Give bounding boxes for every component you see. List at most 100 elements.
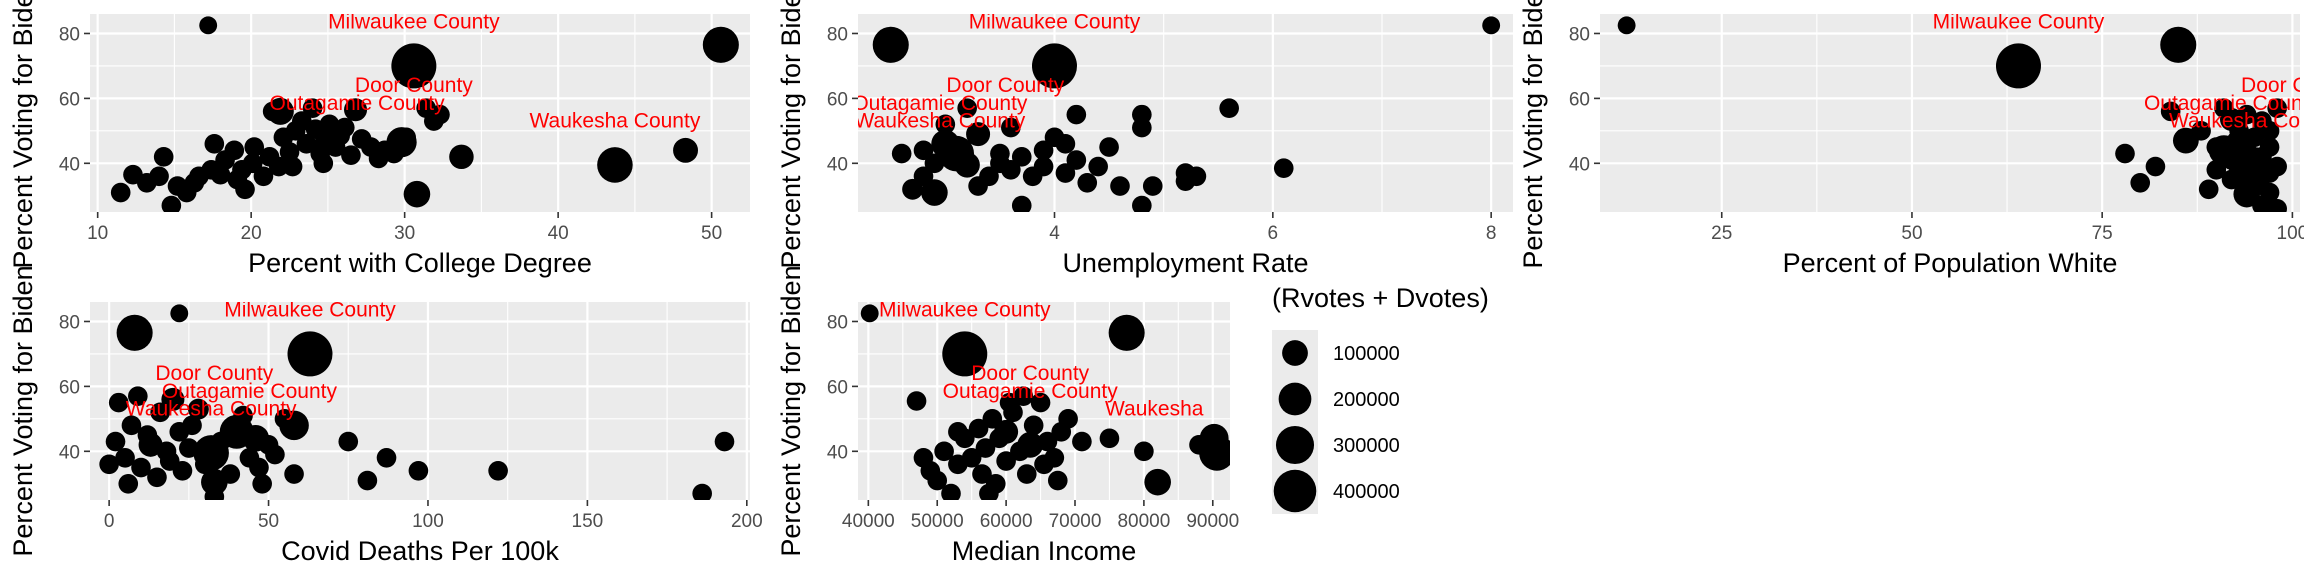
y-axis-title: Percent Voting for Biden bbox=[8, 0, 38, 269]
county-point bbox=[1047, 470, 1068, 491]
county-point bbox=[210, 431, 231, 452]
county-point bbox=[924, 153, 945, 174]
county-point bbox=[913, 140, 934, 161]
y-axis-title: Percent Voting for Biden bbox=[8, 265, 38, 556]
county-point bbox=[1033, 156, 1054, 177]
y-axis-title: Percent Voting for Biden bbox=[1518, 0, 1548, 269]
legend-label: 100000 bbox=[1333, 343, 1400, 365]
county-point bbox=[1132, 104, 1152, 125]
county-point bbox=[334, 117, 355, 138]
county-label: Outagamie County bbox=[162, 380, 338, 403]
county-point bbox=[2206, 137, 2227, 157]
y-tick-label: 40 bbox=[1569, 154, 1590, 175]
county-label: Outagamie County bbox=[270, 92, 446, 115]
county-point bbox=[1617, 16, 1636, 35]
county-label: Door County bbox=[971, 362, 1089, 385]
county-point bbox=[1033, 140, 1054, 161]
x-tick-label: 40000 bbox=[842, 511, 895, 532]
x-axis-title: Median Income bbox=[952, 536, 1137, 566]
county-point bbox=[403, 180, 431, 208]
county-point bbox=[2115, 143, 2135, 164]
county-label: Waukesha County bbox=[126, 398, 297, 421]
x-tick-label: 50 bbox=[1901, 223, 1922, 244]
county-label: Door County bbox=[355, 74, 473, 97]
county-point bbox=[2259, 137, 2280, 157]
x-axis-title: Covid Deaths Per 100k bbox=[281, 536, 559, 566]
county-point bbox=[287, 331, 333, 377]
county-point bbox=[673, 137, 698, 163]
county-point bbox=[179, 438, 199, 458]
county-point bbox=[249, 457, 269, 478]
county-point bbox=[1099, 428, 1120, 449]
county-point bbox=[1132, 195, 1152, 212]
county-point bbox=[224, 140, 245, 161]
county-point bbox=[244, 137, 265, 157]
county-point bbox=[913, 166, 934, 187]
county-point bbox=[2130, 172, 2151, 193]
county-point bbox=[2267, 198, 2287, 212]
county-point bbox=[449, 144, 474, 170]
county-point bbox=[116, 314, 153, 351]
panel-3: 25 50 75 100 40 60 80 Milwaukee County Door Coun… bbox=[1518, 0, 2304, 278]
county-point bbox=[194, 454, 215, 475]
county-point bbox=[990, 143, 1010, 164]
county-point bbox=[430, 104, 450, 125]
x-tick-label: 90000 bbox=[1186, 511, 1239, 532]
county-point bbox=[927, 470, 948, 491]
county-label: Outagamie County bbox=[852, 92, 1028, 115]
county-point bbox=[1023, 415, 1044, 436]
x-tick-label: 75 bbox=[2092, 223, 2113, 244]
county-label: Milwaukee County bbox=[879, 299, 1051, 322]
county-point bbox=[714, 431, 735, 452]
legend-point bbox=[1282, 340, 1308, 366]
county-point bbox=[692, 483, 712, 500]
county-label: Door County bbox=[2241, 74, 2304, 97]
county-point bbox=[1010, 441, 1030, 462]
county-point bbox=[115, 447, 135, 468]
county-point bbox=[233, 405, 253, 426]
x-tick-label: 0 bbox=[104, 511, 115, 532]
legend-title: (Rvotes + Dvotes) bbox=[1272, 283, 1489, 313]
county-point bbox=[282, 156, 303, 177]
y-tick-label: 80 bbox=[827, 312, 848, 333]
county-point bbox=[253, 166, 274, 187]
x-tick-label: 80000 bbox=[1117, 511, 1170, 532]
county-point bbox=[982, 409, 1003, 429]
y-tick-label: 40 bbox=[59, 154, 80, 175]
county-point bbox=[199, 16, 218, 35]
y-tick-label: 80 bbox=[1569, 24, 1590, 45]
panel-4: 0 50 100 150 200 40 60 80 Milwaukee County Door C… bbox=[8, 265, 763, 566]
county-label: Outagamie County bbox=[2144, 92, 2304, 115]
county-point bbox=[2244, 127, 2265, 148]
county-point bbox=[268, 156, 289, 177]
county-point bbox=[242, 153, 263, 174]
x-tick-label: 50 bbox=[258, 511, 279, 532]
county-label: Milwaukee County bbox=[328, 11, 500, 34]
county-point bbox=[1175, 171, 1196, 191]
point-layer bbox=[1617, 16, 2287, 212]
county-point bbox=[344, 98, 368, 122]
county-point bbox=[137, 425, 158, 445]
county-point bbox=[979, 483, 999, 500]
county-point bbox=[1032, 43, 1077, 89]
y-tick-label: 60 bbox=[1569, 89, 1590, 110]
x-tick-label: 8 bbox=[1486, 223, 1497, 244]
county-point bbox=[2267, 156, 2287, 177]
size-legend: (Rvotes + Dvotes) 100000 200000 300000 40000… bbox=[1272, 283, 1489, 514]
county-label: Milwaukee County bbox=[224, 299, 396, 322]
county-point bbox=[1066, 150, 1087, 170]
y-tick-label: 80 bbox=[59, 312, 80, 333]
county-point bbox=[1099, 137, 1119, 157]
panel-1: 10 20 30 40 50 40 60 80 Milwaukee County Door Cou… bbox=[8, 0, 750, 278]
county-point bbox=[153, 147, 174, 167]
county-point bbox=[1088, 156, 1108, 177]
point-layer bbox=[860, 304, 1230, 500]
county-point bbox=[2229, 121, 2249, 141]
county-point bbox=[948, 422, 968, 442]
county-point bbox=[296, 134, 317, 154]
county-label: Door County bbox=[155, 362, 273, 385]
county-point bbox=[2206, 159, 2227, 180]
y-tick-label: 60 bbox=[59, 377, 80, 398]
